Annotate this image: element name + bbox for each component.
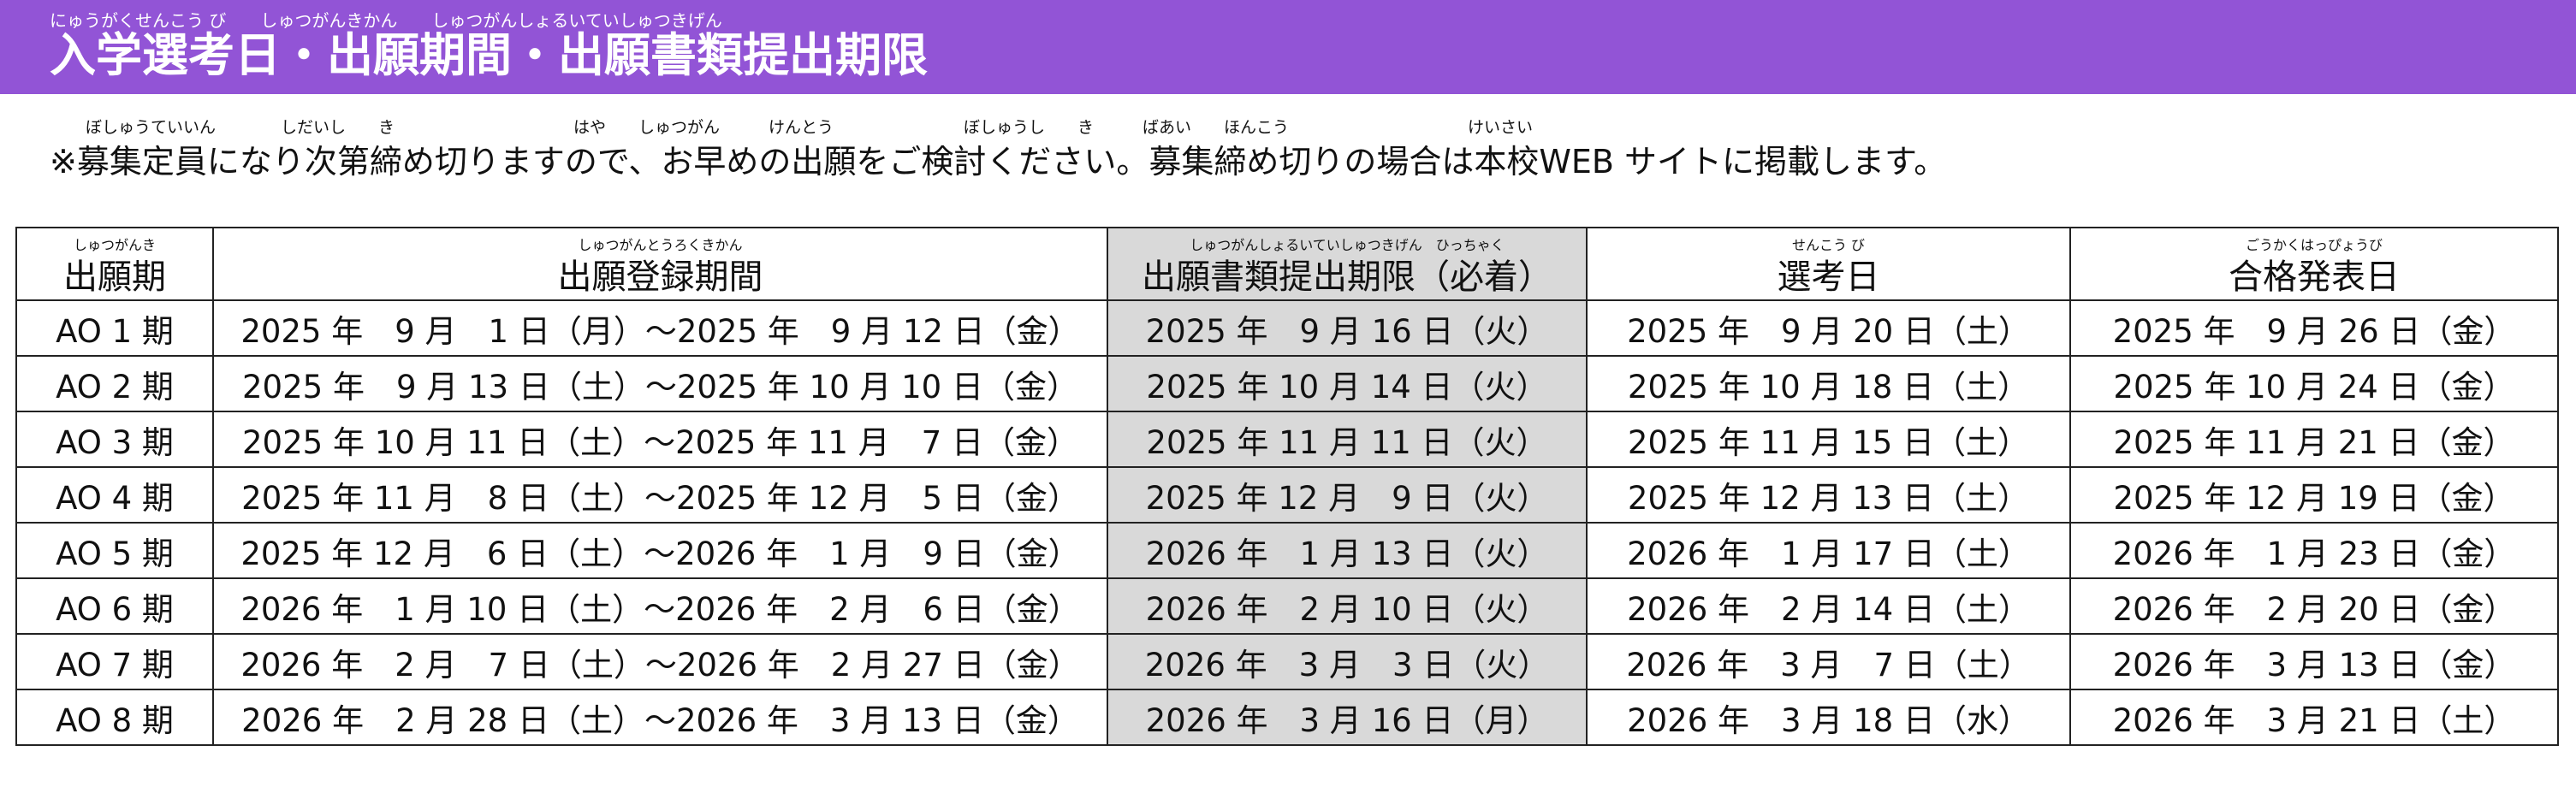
selection-cell: 2026 年 1 月 17 日（土） (1586, 522, 2071, 579)
period-cell: AO 8 期 (15, 689, 214, 746)
column-header-announcement: ごうかくはっぴょうび 合格発表日 (2069, 227, 2559, 301)
selection-cell: 2026 年 3 月 18 日（水） (1586, 689, 2071, 746)
announcement-cell: 2025 年 12 月 19 日（金） (2069, 466, 2559, 524)
announcement-cell: 2026 年 3 月 21 日（土） (2069, 689, 2559, 746)
column-header-ruby: ごうかくはっぴょうび (2245, 237, 2383, 253)
header-banner: にゅうがくせんこう び しゅつがんきかん しゅつがんしょるいていしゅつきげん 入… (0, 0, 2576, 94)
period-cell: AO 5 期 (15, 522, 214, 579)
period-cell: AO 6 期 (15, 577, 214, 635)
deadline-cell: 2026 年 2 月 10 日（火） (1107, 577, 1588, 635)
registration-cell: 2025 年 12 月 6 日（土）～2026 年 1 月 9 日（金） (212, 522, 1108, 579)
page-title: 入学選考日・出願期間・出願書類提出期限 (50, 28, 928, 82)
table-row: AO 2 期 2025 年 9 月 13 日（土）～2025 年 10 月 10… (15, 355, 2559, 412)
selection-cell: 2026 年 3 月 7 日（土） (1586, 633, 2071, 690)
period-cell: AO 7 期 (15, 633, 214, 690)
registration-cell: 2026 年 1 月 10 日（土）～2026 年 2 月 6 日（金） (212, 577, 1108, 635)
period-cell: AO 3 期 (15, 411, 214, 468)
column-header-ruby: せんこう び (1791, 237, 1866, 253)
column-header-label: 選考日 (1777, 257, 1880, 297)
column-header-selection: せんこう び 選考日 (1586, 227, 2071, 301)
table-row: AO 5 期 2025 年 12 月 6 日（土）～2026 年 1 月 9 日… (15, 522, 2559, 579)
table-row: AO 7 期 2026 年 2 月 7 日（土）～2026 年 2 月 27 日… (15, 633, 2559, 690)
deadline-cell: 2025 年 12 月 9 日（火） (1107, 466, 1588, 524)
registration-cell: 2025 年 9 月 1 日（月）～2025 年 9 月 12 日（金） (212, 299, 1108, 357)
selection-cell: 2025 年 9 月 20 日（土） (1586, 299, 2071, 357)
registration-cell: 2026 年 2 月 7 日（土）～2026 年 2 月 27 日（金） (212, 633, 1108, 690)
announcement-cell: 2025 年 9 月 26 日（金） (2069, 299, 2559, 357)
period-cell: AO 2 期 (15, 355, 214, 412)
period-cell: AO 1 期 (15, 299, 214, 357)
selection-cell: 2025 年 10 月 18 日（土） (1586, 355, 2071, 412)
column-header-label: 合格発表日 (2229, 257, 2400, 297)
notice-text: ※募集定員になり次第締め切りますので、お早めの出願をご検討ください。募集締め切り… (50, 143, 1947, 180)
registration-cell: 2025 年 11 月 8 日（土）～2025 年 12 月 5 日（金） (212, 466, 1108, 524)
schedule-table: しゅつがんき 出願期 しゅつがんとうろくきかん 出願登録期間 しゅつがんしょるい… (15, 227, 2559, 746)
deadline-cell: 2025 年 9 月 16 日（火） (1107, 299, 1588, 357)
registration-cell: 2026 年 2 月 28 日（土）～2026 年 3 月 13 日（金） (212, 689, 1108, 746)
registration-cell: 2025 年 10 月 11 日（土）～2025 年 11 月 7 日（金） (212, 411, 1108, 468)
announcement-cell: 2026 年 3 月 13 日（金） (2069, 633, 2559, 690)
deadline-cell: 2026 年 3 月 16 日（月） (1107, 689, 1588, 746)
column-header-period: しゅつがんき 出願期 (15, 227, 214, 301)
period-cell: AO 4 期 (15, 466, 214, 524)
deadline-cell: 2025 年 11 月 11 日（火） (1107, 411, 1588, 468)
column-header-label: 出願期 (63, 257, 166, 297)
deadline-cell: 2025 年 10 月 14 日（火） (1107, 355, 1588, 412)
table-row: AO 1 期 2025 年 9 月 1 日（月）～2025 年 9 月 12 日… (15, 299, 2559, 357)
announcement-cell: 2025 年 10 月 24 日（金） (2069, 355, 2559, 412)
announcement-cell: 2026 年 1 月 23 日（金） (2069, 522, 2559, 579)
header-title-ruby: にゅうがくせんこう び しゅつがんきかん しゅつがんしょるいていしゅつきげん (50, 10, 722, 31)
column-header-ruby: しゅつがんき (73, 237, 156, 253)
selection-cell: 2025 年 12 月 13 日（土） (1586, 466, 2071, 524)
column-header-registration: しゅつがんとうろくきかん 出願登録期間 (212, 227, 1108, 301)
deadline-cell: 2026 年 3 月 3 日（火） (1107, 633, 1588, 690)
table-row: AO 6 期 2026 年 1 月 10 日（土）～2026 年 2 月 6 日… (15, 577, 2559, 635)
announcement-cell: 2026 年 2 月 20 日（金） (2069, 577, 2559, 635)
announcement-cell: 2025 年 11 月 21 日（金） (2069, 411, 2559, 468)
column-header-deadline: しゅつがんしょるいていしゅつきげん ひっちゃく 出願書類提出期限（必着） (1107, 227, 1588, 301)
column-header-ruby: しゅつがんとうろくきかん (578, 237, 743, 253)
selection-cell: 2025 年 11 月 15 日（土） (1586, 411, 2071, 468)
table-row: AO 3 期 2025 年 10 月 11 日（土）～2025 年 11 月 7… (15, 411, 2559, 468)
table-row: AO 8 期 2026 年 2 月 28 日（土）～2026 年 3 月 13 … (15, 689, 2559, 746)
deadline-cell: 2026 年 1 月 13 日（火） (1107, 522, 1588, 579)
registration-cell: 2025 年 9 月 13 日（土）～2025 年 10 月 10 日（金） (212, 355, 1108, 412)
selection-cell: 2026 年 2 月 14 日（土） (1586, 577, 2071, 635)
column-header-label: 出願書類提出期限（必着） (1142, 257, 1552, 297)
table-row: AO 4 期 2025 年 11 月 8 日（土）～2025 年 12 月 5 … (15, 466, 2559, 524)
column-header-ruby: しゅつがんしょるいていしゅつきげん ひっちゃく (1190, 237, 1505, 253)
column-header-label: 出願登録期間 (557, 257, 763, 297)
table-header-row: しゅつがんき 出願期 しゅつがんとうろくきかん 出願登録期間 しゅつがんしょるい… (15, 227, 2559, 301)
notice-ruby: ぼしゅうていいん しだいし き はや しゅつがん けんとう ぼしゅうし き ばあ… (86, 118, 1534, 137)
